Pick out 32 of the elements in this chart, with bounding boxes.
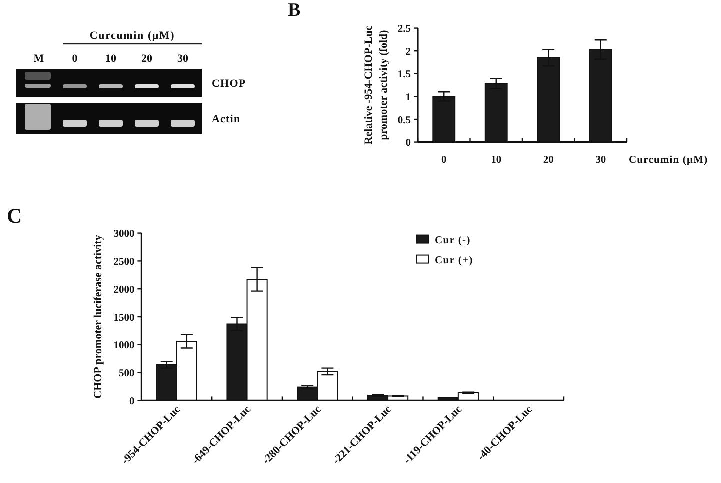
legend-label: Cur (+)	[435, 255, 474, 266]
y-tick-label: 1500	[114, 312, 135, 324]
text: Actin	[212, 114, 241, 126]
y-tick-label: 1.5	[398, 70, 411, 81]
x-axis-title: Curcumin (μM)	[629, 155, 708, 166]
text: 10	[106, 53, 117, 65]
x-tick-label: 0	[442, 155, 447, 166]
text: Curcumin (μM)	[90, 30, 176, 42]
y-tick-label: 2500	[114, 257, 135, 268]
y-tick-label: 3000	[114, 229, 135, 240]
x-tick-label: 20	[543, 155, 554, 166]
y-tick-label: 0.5	[398, 115, 411, 126]
y-tick-label: 2000	[114, 284, 135, 296]
y-axis-title: Relative -954-CHOP-Luc promoter activity (fold)	[363, 26, 390, 145]
y-tick-label: 500	[118, 368, 135, 380]
x-tick-label: 10	[491, 155, 502, 166]
chart-title: B	[288, 0, 301, 21]
text: 30	[178, 53, 189, 65]
text: M	[34, 53, 45, 65]
legend-label: Cur (-)	[435, 235, 471, 246]
x-tick-label: 30	[596, 155, 606, 166]
chart-title: C	[7, 204, 22, 228]
y-tick-label: 1	[406, 92, 411, 104]
y-tick-label: 0	[129, 396, 135, 408]
y-tick-label: 1000	[114, 340, 135, 352]
y-tick-label: 2	[406, 46, 411, 58]
text: CHOP	[212, 78, 246, 90]
y-axis-title: CHOP promoter luciferase activity	[92, 234, 104, 399]
y-tick-label: 0	[406, 138, 411, 150]
text: 20	[142, 53, 153, 65]
text: 0	[72, 53, 78, 65]
y-tick-label: 2.5	[398, 24, 411, 36]
